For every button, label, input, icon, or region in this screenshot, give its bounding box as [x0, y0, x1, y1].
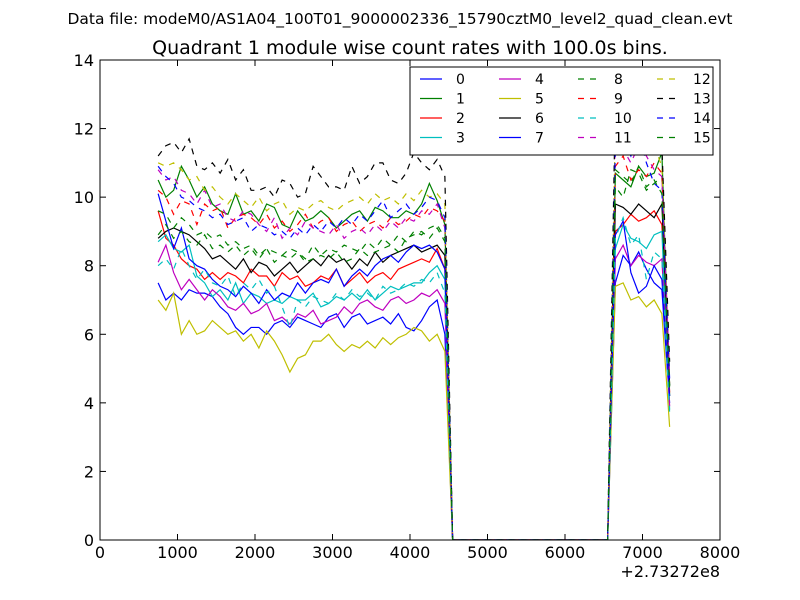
series-line-8	[157, 168, 671, 540]
legend-label-5: 5	[535, 92, 544, 108]
legend-label-0: 0	[456, 72, 465, 88]
y-tick-label: 2	[84, 462, 94, 481]
legend-label-13: 13	[693, 92, 711, 108]
x-tick-label: 8000	[700, 543, 741, 562]
legend-label-1: 1	[456, 92, 465, 108]
series-line-13	[157, 97, 671, 540]
legend-box	[409, 66, 714, 156]
x-tick-label: 2000	[235, 543, 276, 562]
y-tick-label: 14	[74, 51, 94, 70]
series-line-10	[157, 215, 671, 540]
chart-title: Quadrant 1 module wise count rates with …	[152, 37, 668, 59]
legend-label-4: 4	[535, 72, 544, 88]
series-line-7	[157, 193, 671, 540]
series-line-5	[157, 282, 671, 540]
y-tick-label: 12	[74, 120, 94, 139]
series-line-12	[157, 112, 671, 540]
x-tick-label: 3000	[312, 543, 353, 562]
series-line-9	[157, 154, 671, 540]
x-tick-label: 7000	[622, 543, 663, 562]
x-tick-label: 4000	[390, 543, 431, 562]
legend-label-7: 7	[535, 131, 544, 147]
x-tick-label: 5000	[467, 543, 508, 562]
y-tick-label: 0	[84, 531, 94, 550]
series-line-15	[157, 164, 671, 540]
legend-label-12: 12	[693, 72, 711, 88]
legend-label-9: 9	[614, 92, 623, 108]
legend-label-14: 14	[693, 111, 711, 127]
legend-label-2: 2	[456, 111, 465, 127]
legend-label-3: 3	[456, 131, 465, 147]
y-tick-label: 10	[74, 188, 94, 207]
axis-ticks: 0 1000 2000 3000 4000 5000 6000 7000 80000246810…	[74, 51, 741, 562]
plot-area	[157, 97, 671, 540]
series-line-11	[157, 133, 671, 540]
x-tick-label: 1000	[157, 543, 198, 562]
legend-label-10: 10	[614, 111, 632, 127]
legend-label-6: 6	[535, 111, 544, 127]
x-tick-label: 6000	[545, 543, 586, 562]
series-line-14	[157, 129, 671, 540]
y-tick-label: 6	[84, 325, 94, 344]
series-line-2	[157, 209, 671, 540]
series-line-3	[157, 223, 671, 540]
series-line-6	[157, 201, 671, 540]
chart-suptitle: Data file: modeM0/AS1A04_100T01_90000023…	[67, 10, 732, 29]
x-offset-label: +2.73272e8	[620, 562, 720, 581]
y-tick-label: 4	[84, 394, 94, 413]
x-tick-label: 0	[95, 543, 105, 562]
series-line-4	[157, 243, 671, 540]
legend-label-15: 15	[693, 131, 711, 147]
y-tick-label: 8	[84, 257, 94, 276]
legend-label-8: 8	[614, 72, 623, 88]
series-line-1	[157, 152, 671, 540]
series-line-0	[157, 250, 671, 540]
legend-label-11: 11	[614, 131, 632, 147]
